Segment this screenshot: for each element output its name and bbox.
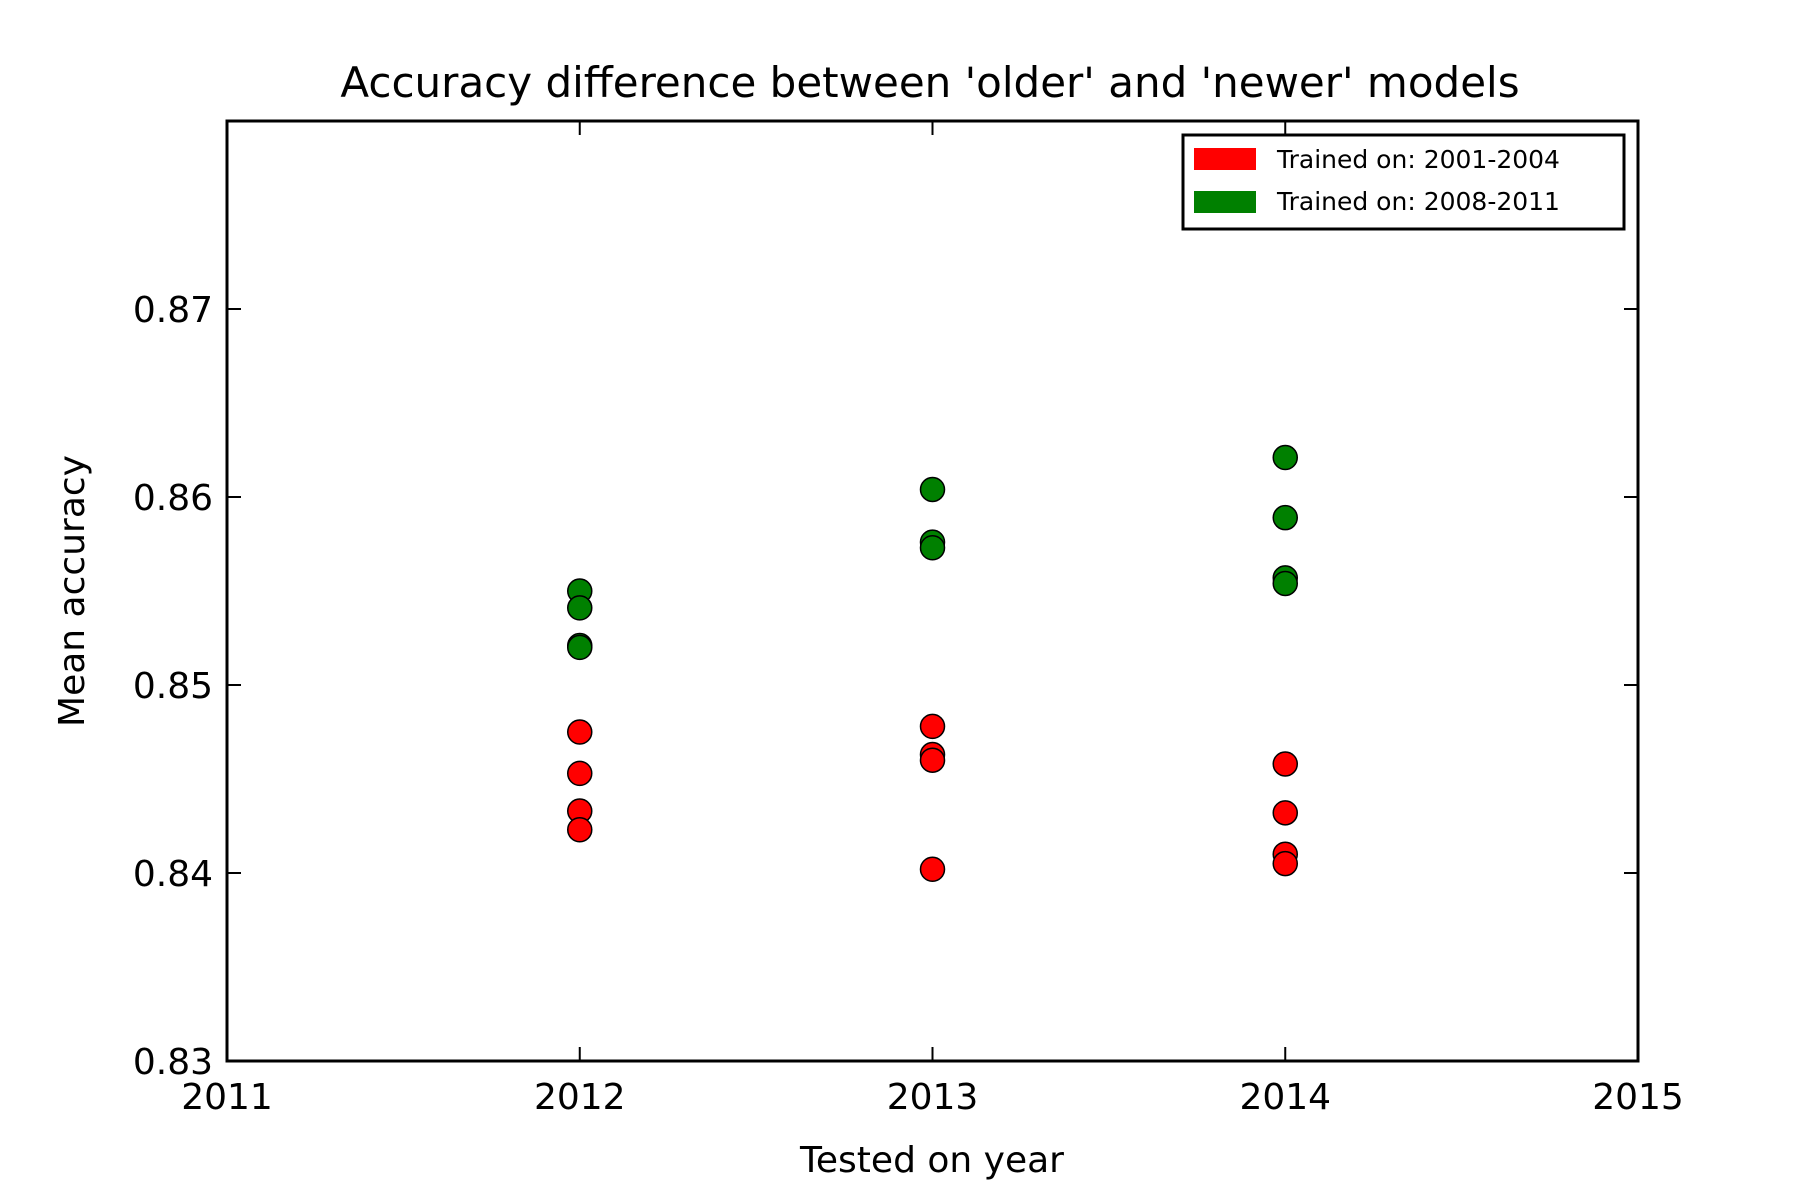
- data-point-newer: [567, 595, 593, 621]
- data-points: [567, 444, 1298, 882]
- legend-swatch-newer: [1194, 191, 1256, 213]
- data-point-older: [919, 856, 946, 882]
- data-point-older: [567, 817, 593, 843]
- x-tick-label: 2014: [1239, 1077, 1331, 1118]
- data-point-newer: [919, 476, 946, 503]
- y-axis-label: Mean accuracy: [52, 455, 93, 727]
- legend-label-older: Trained on: 2001-2004: [1276, 145, 1560, 174]
- x-tick-label: 2011: [181, 1077, 273, 1118]
- y-tick-label: 0.85: [133, 666, 213, 707]
- data-point-newer: [567, 634, 593, 661]
- y-tick-label: 0.87: [133, 290, 213, 331]
- y-tick-label: 0.84: [133, 854, 213, 895]
- legend-label-newer: Trained on: 2008-2011: [1276, 187, 1560, 216]
- y-tick-label: 0.83: [133, 1042, 213, 1083]
- data-point-older: [1272, 850, 1298, 877]
- data-point-newer: [1272, 504, 1298, 531]
- chart-title: Accuracy difference between 'older' and …: [340, 58, 1519, 107]
- data-point-older: [1272, 751, 1298, 777]
- data-point-older: [919, 747, 946, 773]
- legend-frame: [1181, 133, 1626, 231]
- data-point-older: [919, 713, 946, 740]
- x-tick-label: 2015: [1592, 1077, 1684, 1118]
- axis-ticks: 2011 2012 2013 2014 2015 0.83 0.84 0.85 0.86 0.87: [133, 121, 1684, 1118]
- data-point-older: [567, 760, 593, 787]
- data-point-older: [1272, 800, 1298, 826]
- data-point-newer: [919, 535, 946, 561]
- x-tick-label: 2012: [534, 1077, 626, 1118]
- legend-swatch-older: [1194, 148, 1256, 170]
- data-point-newer: [1272, 444, 1298, 471]
- data-point-older: [567, 719, 593, 745]
- x-axis-label: Tested on year: [799, 1140, 1064, 1181]
- x-tick-label: 2013: [887, 1077, 979, 1118]
- data-point-newer: [1272, 570, 1298, 597]
- legend: Trained on: 2001-2004 Trained on: 2008-2…: [1181, 133, 1626, 231]
- y-tick-label: 0.86: [133, 478, 213, 519]
